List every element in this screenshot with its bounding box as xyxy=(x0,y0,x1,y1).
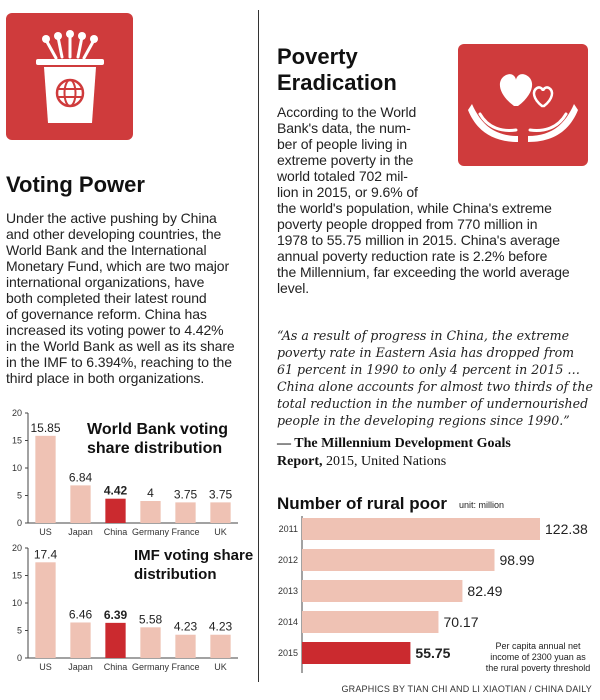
imf-value-label: 17.4 xyxy=(34,547,58,561)
rural-poor-title: Number of rural poor xyxy=(277,494,448,513)
wb-category-label: China xyxy=(104,527,128,537)
imf-value-label: 4.23 xyxy=(209,620,233,634)
imf-category-label: China xyxy=(104,662,128,672)
imf-bar-germany xyxy=(140,627,161,658)
rural-value-label: 70.17 xyxy=(443,614,478,630)
rural-year-label: 2014 xyxy=(278,617,298,627)
column-divider xyxy=(258,10,259,682)
rural-value-label: 82.49 xyxy=(467,583,502,599)
imf-ytick-label: 15 xyxy=(12,571,22,581)
imf-bar-china xyxy=(105,622,126,658)
wb-value-label: 3.75 xyxy=(209,487,233,501)
imf-category-label: Germany xyxy=(132,662,170,672)
poverty-icon-box xyxy=(458,44,588,166)
wb-ytick-label: 20 xyxy=(12,408,22,418)
hands-hearts-icon xyxy=(468,74,578,142)
imf-chart-title: IMF voting share distribution xyxy=(134,547,254,583)
wb-category-label: France xyxy=(171,527,199,537)
imf-value-label: 5.58 xyxy=(139,612,163,626)
wb-value-label: 4 xyxy=(147,486,154,500)
graphics-credit: GRAPHICS BY TIAN CHI AND LI XIAOTIAN / C… xyxy=(341,684,592,694)
wb-chart-title: World Bank voting share distribution xyxy=(87,421,229,457)
poverty-threshold-note: Per capita annual net income of 2300 yuan… xyxy=(485,641,591,673)
imf-ytick-label: 20 xyxy=(12,543,22,553)
imf-category-label: Japan xyxy=(68,662,93,672)
wb-bar-uk xyxy=(210,502,231,523)
rural-bar-2011 xyxy=(302,518,540,540)
rural-bar-2012 xyxy=(302,549,495,571)
imf-bar-france xyxy=(175,634,196,658)
quote-attribution: — The Millennium Development Goals Repor… xyxy=(277,436,511,469)
wb-ytick-label: 5 xyxy=(17,491,22,501)
imf-ytick-label: 0 xyxy=(17,653,22,663)
wb-category-label: US xyxy=(39,527,52,537)
rural-poor-unit: unit: million xyxy=(459,500,505,510)
wb-bar-france xyxy=(175,502,196,523)
imf-ytick-label: 10 xyxy=(12,598,22,608)
imf-ytick-label: 5 xyxy=(17,626,22,636)
wb-value-label: 4.42 xyxy=(104,484,128,498)
imf-bar-uk xyxy=(210,634,231,658)
voting-icon-box xyxy=(6,13,133,140)
imf-value-label: 6.39 xyxy=(104,608,128,622)
world-bank-voting-chart: 0 5 10 15 20 15.85 US 6.84 Japan 4.42 China 4 German… xyxy=(12,408,238,537)
poverty-body-text: According to the World Bank's data, the n… xyxy=(277,104,570,296)
rural-value-label: 98.99 xyxy=(500,552,535,568)
wb-value-label: 3.75 xyxy=(174,487,198,501)
rural-bar-2015 xyxy=(302,642,411,664)
podium-globe-icon xyxy=(36,30,104,123)
wb-category-label: UK xyxy=(214,527,227,537)
rural-value-label: 122.38 xyxy=(545,521,588,537)
imf-category-label: France xyxy=(171,662,199,672)
imf-bar-us xyxy=(35,562,56,658)
rural-bar-2014 xyxy=(302,611,439,633)
imf-bar-japan xyxy=(70,622,91,658)
un-quote: “As a result of progress in China, the e… xyxy=(277,328,593,428)
imf-voting-chart: 0 5 10 15 20 17.4 US 6.46 Japan 6.39 China 5.58 Germ… xyxy=(12,543,238,672)
imf-category-label: US xyxy=(39,662,52,672)
rural-year-label: 2012 xyxy=(278,555,298,565)
imf-value-label: 6.46 xyxy=(69,607,93,621)
wb-ytick-label: 10 xyxy=(12,463,22,473)
wb-ytick-label: 0 xyxy=(17,518,22,528)
voting-power-title: Voting Power xyxy=(6,172,145,197)
wb-category-label: Japan xyxy=(68,527,93,537)
rural-year-label: 2015 xyxy=(278,648,298,658)
voting-body-text: Under the active pushing by China and oth… xyxy=(6,210,235,386)
rural-poor-chart: 2011 122.38 2012 98.99 2013 82.49 2014 70.17 201… xyxy=(278,516,588,673)
wb-bar-japan xyxy=(70,485,91,523)
wb-bar-us xyxy=(35,435,56,523)
rural-value-label: 55.75 xyxy=(415,645,450,661)
wb-ytick-label: 15 xyxy=(12,436,22,446)
imf-value-label: 4.23 xyxy=(174,620,198,634)
wb-category-label: Germany xyxy=(132,527,170,537)
rural-year-label: 2011 xyxy=(279,524,298,534)
rural-year-label: 2013 xyxy=(278,586,298,596)
poverty-title: Poverty Eradication xyxy=(277,44,397,95)
wb-value-label: 15.85 xyxy=(30,421,60,435)
wb-bar-germany xyxy=(140,501,161,523)
rural-bar-2013 xyxy=(302,580,463,602)
imf-category-label: UK xyxy=(214,662,227,672)
wb-value-label: 6.84 xyxy=(69,470,93,484)
wb-bar-china xyxy=(105,498,126,523)
